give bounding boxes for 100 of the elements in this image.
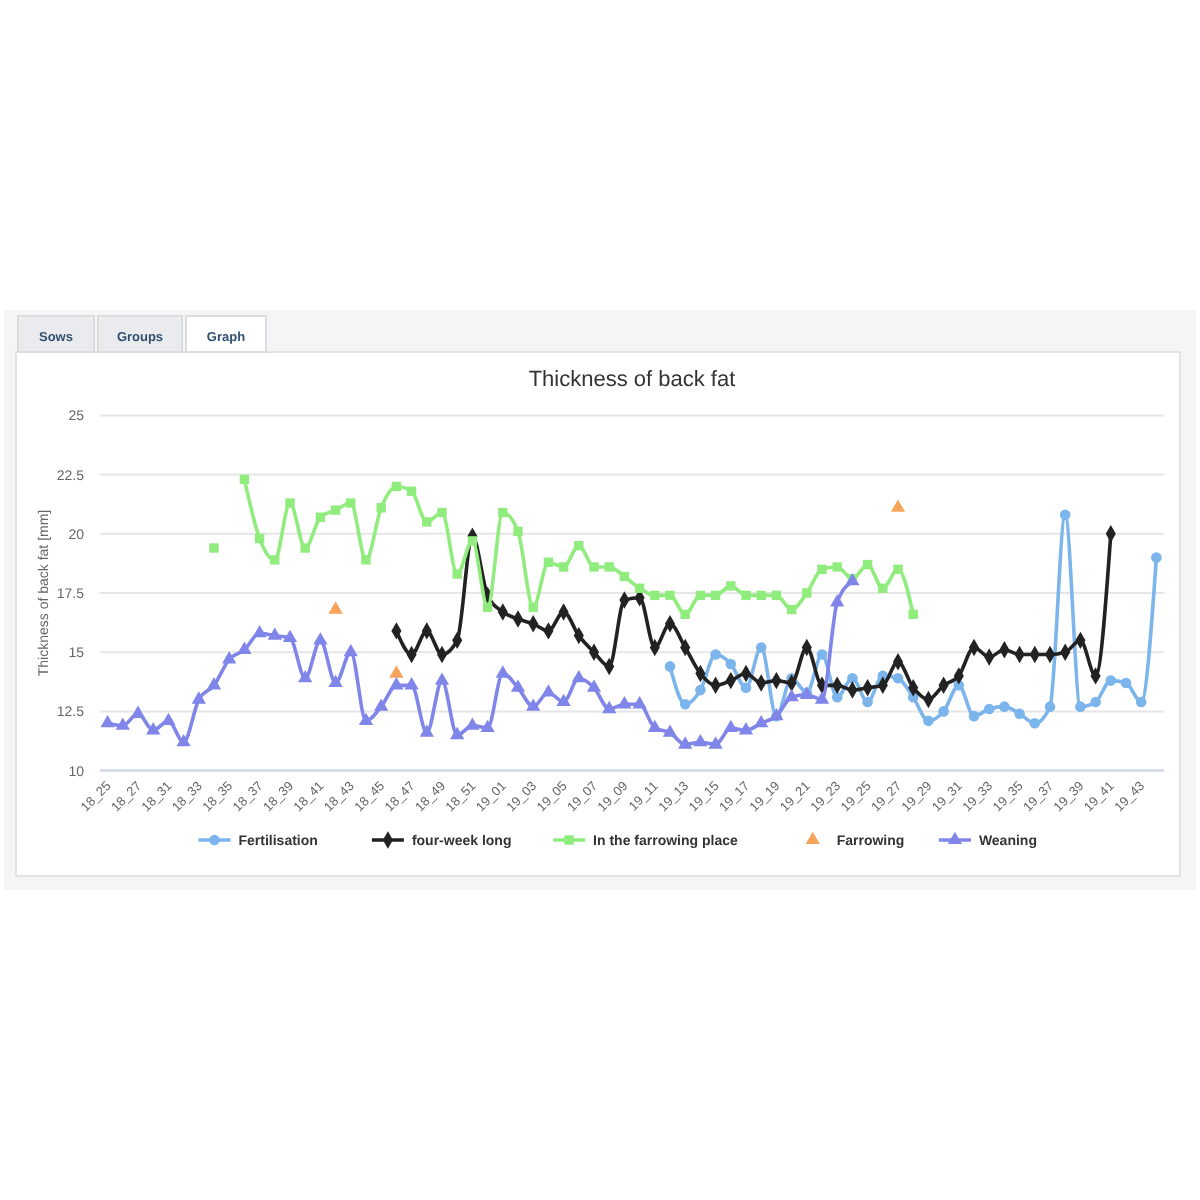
point (755, 642, 767, 653)
point (831, 691, 843, 703)
point (602, 700, 617, 714)
point (708, 736, 723, 749)
point (389, 665, 404, 678)
point (161, 712, 176, 725)
point (1075, 701, 1086, 712)
point (678, 736, 693, 749)
point (498, 507, 508, 518)
point (346, 498, 356, 508)
point (786, 604, 797, 615)
point (695, 684, 706, 696)
point (270, 555, 280, 565)
point (862, 559, 873, 570)
point (146, 722, 161, 735)
point (528, 602, 538, 612)
point (999, 701, 1010, 712)
point (878, 583, 888, 593)
point (376, 503, 386, 513)
point (406, 486, 417, 496)
point (267, 627, 282, 640)
point (206, 677, 222, 690)
point (647, 719, 662, 733)
point (632, 696, 647, 709)
point (482, 602, 493, 612)
point (361, 555, 371, 565)
point (726, 581, 736, 591)
point (725, 658, 737, 670)
point (830, 594, 845, 607)
point (816, 649, 828, 660)
point (847, 672, 858, 684)
point (374, 698, 389, 711)
point (710, 649, 721, 660)
point (571, 670, 586, 683)
point (814, 691, 830, 704)
point (938, 706, 949, 717)
point (650, 590, 660, 601)
point (315, 512, 326, 522)
point (237, 641, 252, 654)
point (1044, 701, 1056, 712)
point (693, 733, 708, 747)
point (619, 571, 630, 582)
point (480, 719, 495, 733)
point (968, 710, 980, 722)
point (434, 672, 450, 685)
point (115, 717, 130, 730)
point (465, 717, 480, 730)
point (252, 625, 267, 638)
point (738, 722, 754, 735)
point (574, 540, 584, 551)
point (741, 590, 751, 601)
point (328, 601, 343, 614)
point (328, 674, 343, 688)
point (419, 724, 434, 737)
point (662, 724, 678, 737)
point (680, 609, 690, 619)
point (1014, 708, 1025, 720)
point (710, 590, 721, 601)
point (330, 505, 341, 515)
point (740, 682, 752, 693)
point (893, 564, 903, 575)
point (756, 590, 766, 601)
point (1151, 552, 1162, 563)
point (176, 733, 191, 747)
point (300, 543, 310, 553)
point (222, 651, 237, 664)
point (695, 590, 706, 601)
point (604, 562, 614, 572)
point (723, 719, 738, 733)
point (343, 643, 358, 657)
point (541, 684, 556, 697)
point (589, 562, 599, 572)
point (771, 590, 782, 601)
point (209, 543, 219, 553)
point (1090, 696, 1101, 708)
point (404, 677, 419, 690)
point (389, 677, 404, 690)
point (754, 715, 769, 728)
point (802, 588, 812, 598)
point (784, 688, 799, 702)
point (892, 672, 904, 684)
point (634, 583, 645, 593)
point (422, 517, 432, 527)
point (450, 726, 465, 740)
point (1029, 717, 1041, 729)
point (510, 679, 526, 692)
point (513, 526, 523, 537)
point (285, 498, 295, 508)
point (495, 665, 510, 678)
point (239, 474, 250, 485)
point (1135, 696, 1147, 708)
point (391, 481, 402, 492)
point (983, 703, 995, 715)
point (467, 536, 478, 546)
point (437, 507, 447, 518)
point (908, 609, 918, 619)
point (832, 562, 842, 572)
point (817, 564, 827, 575)
point (1059, 509, 1071, 521)
point (282, 629, 298, 643)
